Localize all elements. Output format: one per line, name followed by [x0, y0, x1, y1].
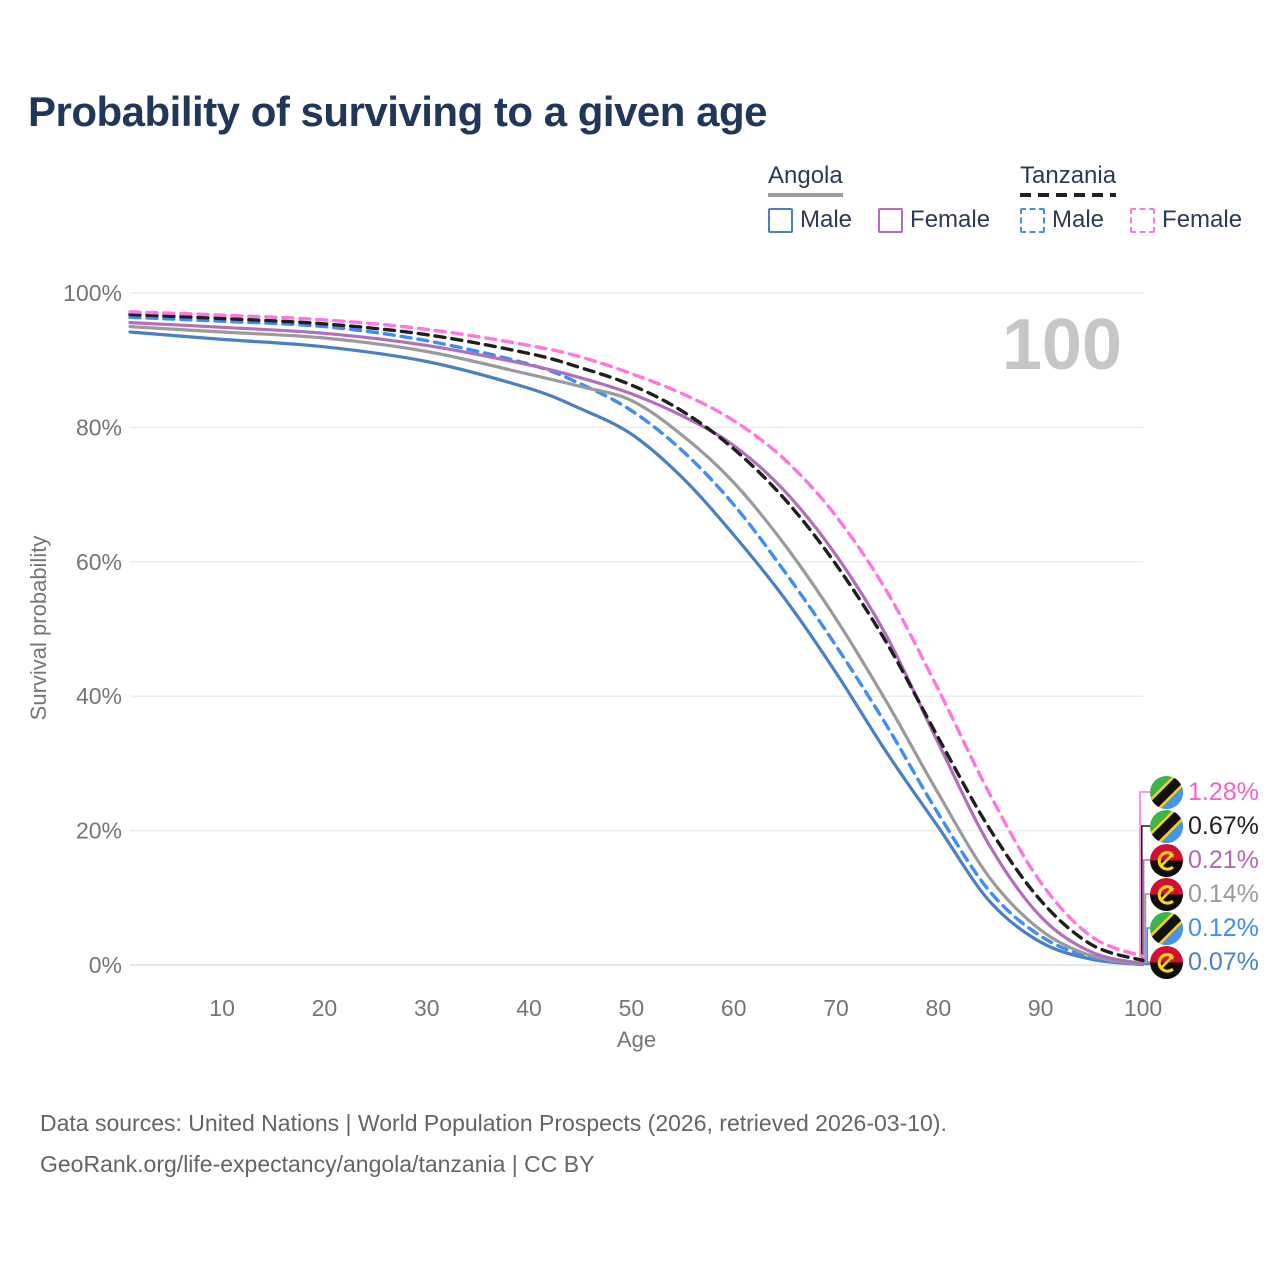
legend-country-label: Angola	[768, 162, 843, 189]
end-label-row: 1.28%	[1150, 775, 1259, 809]
page-title: Probability of surviving to a given age	[28, 88, 767, 135]
end-label-row: 0.14%	[1150, 877, 1259, 911]
legend-item-tanzania-male[interactable]: Male	[1020, 206, 1104, 234]
end-label-value: 0.12%	[1188, 913, 1259, 942]
y-tick-label: 20%	[76, 818, 122, 844]
angola-flag-icon	[1150, 945, 1183, 979]
y-tick-label: 40%	[76, 683, 122, 709]
legend-country-header[interactable]: Angola	[768, 162, 843, 197]
y-tick-label: 100%	[63, 280, 122, 306]
legend-items: Male Female	[1020, 206, 1242, 234]
curve-tanzania[interactable]	[128, 312, 1145, 963]
y-axis-title: Survival probability	[26, 536, 51, 721]
x-axis-title: Age	[617, 1027, 656, 1052]
end-label-row: 0.21%	[1150, 843, 1259, 877]
legend-country-header[interactable]: Tanzania	[1020, 162, 1117, 197]
x-tick-label: 20	[312, 995, 338, 1021]
legend-swatch	[1130, 207, 1156, 233]
legend-item-label: Male	[800, 206, 853, 233]
x-tick-label: 80	[926, 995, 952, 1021]
legend-line-style-sample	[768, 193, 843, 197]
tanzania-flag-icon	[1150, 809, 1183, 843]
legend-item-label: Female	[910, 206, 991, 233]
legend-swatch	[768, 207, 793, 233]
legend-country-label: Tanzania	[1020, 162, 1117, 189]
legend-item-angola-male[interactable]: Male	[768, 206, 852, 234]
footer-license-line: GeoRank.org/life-expectancy/angola/tanza…	[40, 1151, 595, 1177]
y-tick-label: 80%	[76, 414, 122, 440]
end-label-value: 1.28%	[1188, 777, 1259, 806]
legend-items: Male Female	[768, 206, 990, 234]
end-label-row: 0.07%	[1150, 945, 1259, 979]
x-tick-label: 70	[823, 995, 849, 1021]
connector-line	[1143, 961, 1150, 966]
x-tick-label: 100	[1124, 995, 1162, 1021]
legend-item-tanzania-female[interactable]: Female	[1130, 206, 1242, 234]
curve-angola-female[interactable]	[128, 321, 1145, 966]
y-tick-label: 0%	[89, 952, 122, 978]
end-label-value: 0.21%	[1188, 845, 1259, 874]
x-tick-label: 90	[1028, 995, 1054, 1021]
end-label-value: 0.14%	[1188, 879, 1259, 908]
legend-line-style-sample	[1020, 193, 1117, 197]
footer-source-line: Data sources: United Nations | World Pop…	[40, 1110, 947, 1136]
age-watermark: 100	[1002, 305, 1122, 385]
x-tick-label: 30	[414, 995, 440, 1021]
end-label-value: 0.67%	[1188, 811, 1259, 840]
end-label-row: 0.12%	[1150, 911, 1259, 945]
x-tick-label: 50	[619, 995, 645, 1021]
legend-item-label: Female	[1162, 206, 1243, 233]
curve-angola[interactable]	[128, 325, 1145, 966]
end-label-row: 0.67%	[1150, 809, 1259, 843]
angola-flag-icon	[1150, 877, 1183, 911]
legend-item-label: Male	[1052, 206, 1105, 233]
legend-group-tanzania: Tanzania Male Female	[1020, 162, 1242, 234]
x-tick-label: 10	[209, 995, 235, 1021]
curve-angola-male[interactable]	[128, 330, 1145, 967]
x-tick-label: 40	[516, 995, 542, 1021]
curve-tanzania-female[interactable]	[128, 310, 1145, 959]
legend-swatch	[878, 207, 904, 233]
end-label-value: 0.07%	[1188, 947, 1259, 976]
curve-tanzania-male[interactable]	[128, 315, 1145, 966]
y-tick-label: 60%	[76, 549, 122, 575]
tanzania-flag-icon	[1150, 911, 1183, 945]
legend-item-angola-female[interactable]: Female	[878, 206, 990, 234]
angola-flag-icon	[1150, 843, 1183, 877]
legend-group-angola: Angola Male Female	[768, 162, 990, 234]
legend-swatch	[1020, 207, 1045, 233]
x-tick-label: 60	[721, 995, 747, 1021]
tanzania-flag-icon	[1150, 775, 1183, 809]
